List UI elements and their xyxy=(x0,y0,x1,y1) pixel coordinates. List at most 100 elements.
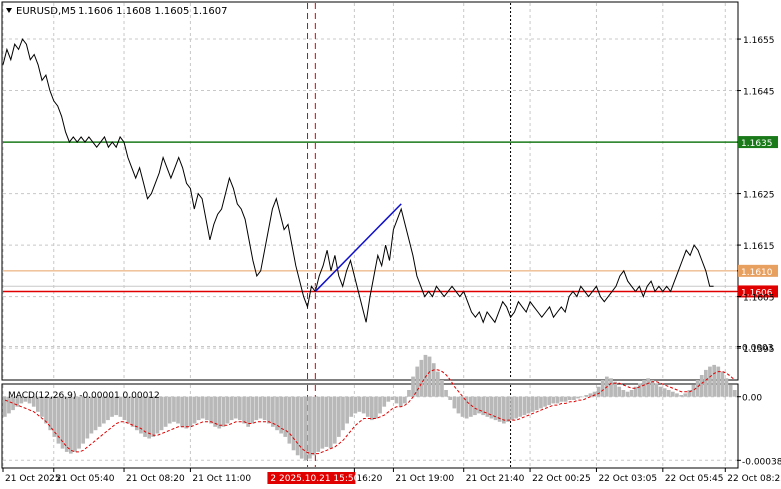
macd-bar xyxy=(592,391,597,397)
price-axis[interactable]: 1.1655 1.1645 1.1635 1.1625 1.1615 1.1610 1.16… xyxy=(737,36,778,355)
price-series-line xyxy=(2,38,714,324)
macd-bar xyxy=(419,359,424,397)
macd-bar xyxy=(596,386,601,397)
macd-bar xyxy=(304,396,308,461)
macd-title: MACD(12,26,9) -0.00001 0.00012 xyxy=(8,391,160,401)
macd-bar xyxy=(167,396,172,424)
macd-bar xyxy=(266,396,271,424)
macd-histogram xyxy=(3,354,737,461)
price-pane[interactable] xyxy=(1,1,739,381)
macd-bar xyxy=(44,396,48,424)
macd-bar xyxy=(85,396,90,439)
trend-line[interactable] xyxy=(314,203,402,292)
macd-bar xyxy=(147,396,151,439)
macd-bar xyxy=(110,396,114,417)
macd-bar xyxy=(555,396,560,404)
time-tick-label: 16:20 xyxy=(356,474,382,484)
macd-tick-label: 0.00 xyxy=(742,394,762,404)
price-tick-label: 1.1615 xyxy=(743,242,775,252)
macd-tick-label: 0.0003 xyxy=(742,344,774,354)
time-tick-label: 22 Oct 05:45 xyxy=(665,474,724,484)
macd-bar xyxy=(638,383,642,397)
macd-bar xyxy=(539,396,543,409)
macd-bar xyxy=(23,396,28,402)
macd-bar xyxy=(390,396,395,400)
macd-bar xyxy=(625,391,630,397)
price-tick-label: 1.1595 xyxy=(743,345,775,355)
macd-bar xyxy=(732,390,737,397)
macd-bar xyxy=(172,396,176,422)
price-level-label: 1.1635 xyxy=(741,139,773,149)
macd-bar xyxy=(106,396,110,421)
horizontal-levels xyxy=(3,141,737,293)
macd-bar xyxy=(365,396,370,417)
macd-bar xyxy=(679,395,683,397)
time-tick-label: 21 Oct 19:00 xyxy=(395,474,454,484)
macd-bar xyxy=(708,366,712,397)
time-highlight-label: 2 2025.10.21 15:50 xyxy=(270,474,359,484)
macd-bar xyxy=(728,385,733,397)
macd-bar xyxy=(200,396,205,419)
macd-bar xyxy=(563,396,568,402)
macd-bar xyxy=(312,396,316,456)
macd-bar xyxy=(295,396,300,456)
macd-bar xyxy=(394,396,399,404)
macd-bar xyxy=(52,396,57,437)
macd-bar xyxy=(271,396,275,427)
macd-bar xyxy=(60,396,65,449)
macd-bar xyxy=(481,396,485,416)
macd-bar xyxy=(695,380,700,397)
macd-bar xyxy=(229,396,234,421)
macd-bar xyxy=(102,396,106,424)
macd-bar xyxy=(477,396,481,414)
macd-bar xyxy=(436,371,440,397)
macd-bar xyxy=(407,390,411,397)
macd-bar xyxy=(658,386,663,397)
macd-bar xyxy=(411,376,415,397)
macd-bar xyxy=(609,378,613,397)
macd-bar xyxy=(221,396,226,427)
macd-bar xyxy=(378,396,382,414)
macd-bar xyxy=(118,396,123,417)
macd-bar xyxy=(324,396,329,447)
macd-bar xyxy=(3,396,7,417)
macd-bar xyxy=(704,369,708,397)
time-tick-label: 21 Oct 21:40 xyxy=(466,474,525,484)
price-tick-label: 1.1625 xyxy=(743,191,775,201)
time-tick-label: 21 Oct 11:00 xyxy=(192,474,251,484)
macd-bar xyxy=(357,396,362,412)
macd-bar xyxy=(724,378,729,397)
macd-bar xyxy=(7,396,11,414)
macd-bar xyxy=(452,396,457,409)
time-tick-label: 22 Oct 08:25 xyxy=(727,474,781,484)
macd-bar xyxy=(258,396,263,419)
macd-bar xyxy=(122,396,127,421)
macd-bar xyxy=(666,390,671,397)
macd-bar xyxy=(642,380,646,397)
macd-bar xyxy=(155,396,160,434)
macd-bar xyxy=(192,396,197,424)
macd-bar xyxy=(337,396,341,437)
triangle-down-icon[interactable] xyxy=(6,8,12,13)
macd-bar xyxy=(64,396,69,452)
time-tick-label: 21 Oct 2025 xyxy=(5,474,61,484)
macd-bar xyxy=(621,390,626,397)
macd-bar xyxy=(431,363,436,397)
macd-bar xyxy=(320,396,325,449)
time-tick-label: 22 Oct 00:25 xyxy=(532,474,591,484)
macd-bar xyxy=(423,354,428,397)
macd-bar xyxy=(291,396,296,451)
macd-bar xyxy=(31,396,36,407)
macd-axis[interactable]: 0.0003 0.00 -0.00038 xyxy=(737,344,781,468)
macd-bar xyxy=(687,390,692,397)
time-tick-label: 21 Oct 08:20 xyxy=(126,474,185,484)
macd-bar xyxy=(370,396,374,421)
time-highlight-bg xyxy=(267,472,356,484)
macd-bar xyxy=(69,396,73,454)
macd-bar xyxy=(567,396,572,400)
macd-bar xyxy=(11,396,15,411)
macd-bar xyxy=(81,396,85,444)
macd-bar xyxy=(398,396,403,407)
